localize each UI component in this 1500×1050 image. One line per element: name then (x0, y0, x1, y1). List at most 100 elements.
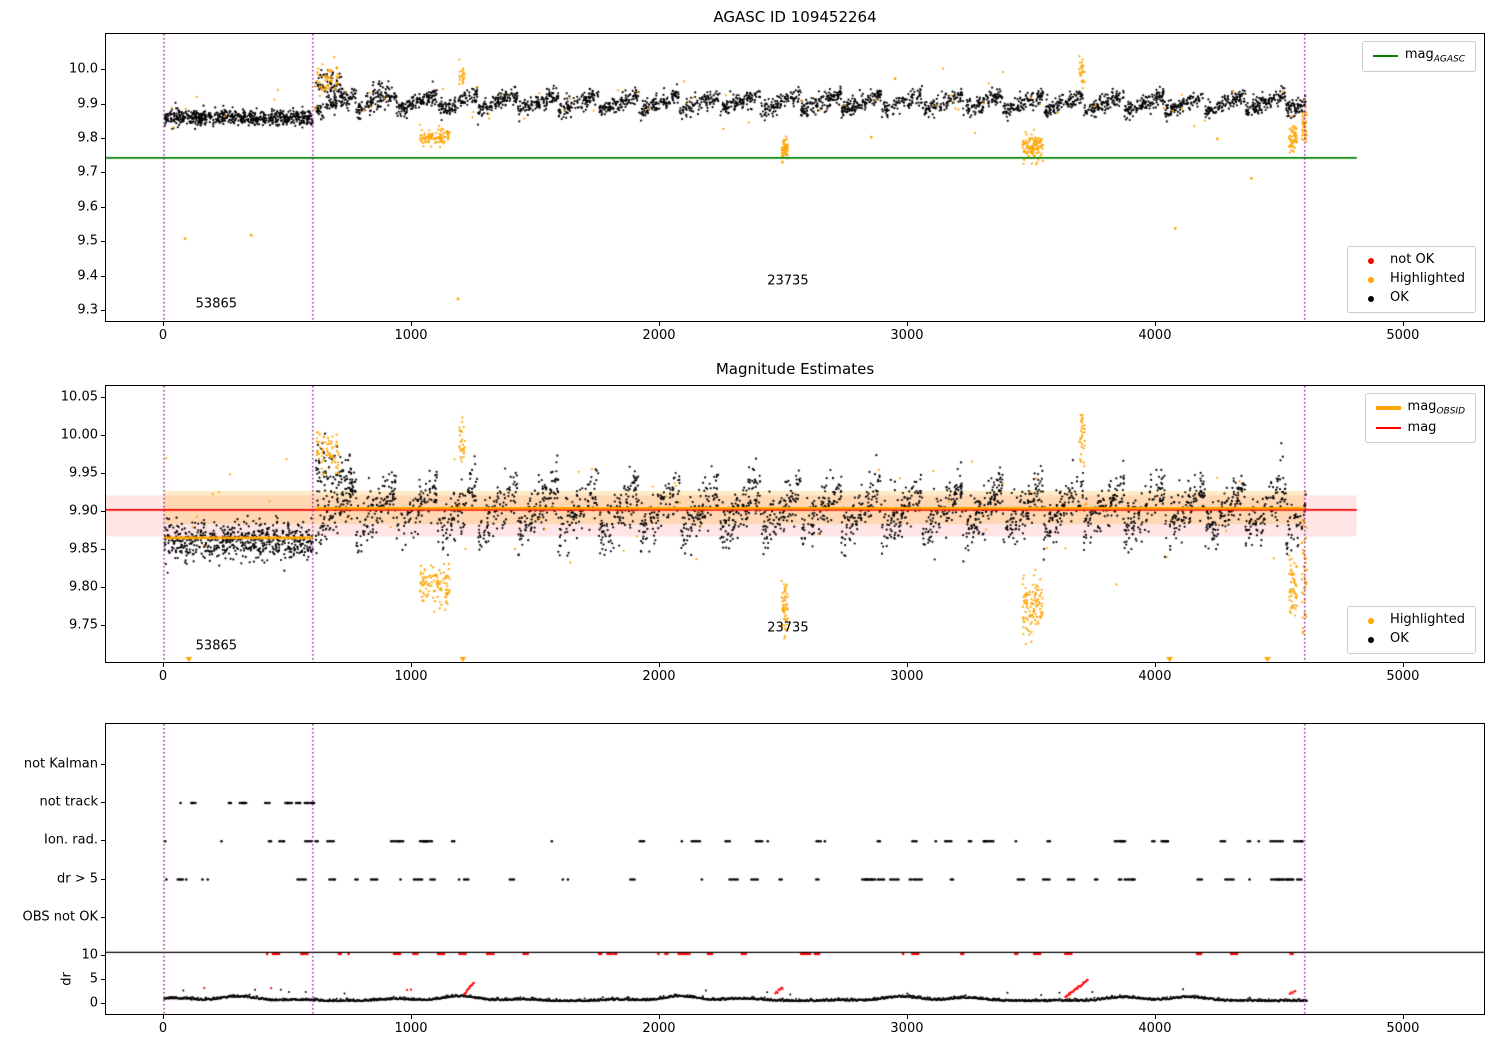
x-tickmark (163, 663, 165, 667)
x-tickmark (658, 1015, 660, 1019)
y-tick-label: 10 (81, 947, 98, 963)
y-tickmark (101, 137, 105, 139)
line-marker-icon (1372, 55, 1398, 58)
x-tickmark (163, 322, 165, 326)
legend-label: Highlighted (1390, 271, 1465, 287)
y-tick-label: 10.00 (60, 427, 98, 443)
legend-sample (1367, 276, 1374, 283)
dot-marker-icon (1358, 636, 1383, 643)
x-tickmark (658, 322, 660, 326)
x-tickmark (163, 1015, 165, 1019)
x-tick-label: 5000 (1386, 328, 1420, 343)
legend-sample (1372, 55, 1398, 58)
plot-mag-estimates-title: Magnitude Estimates (715, 360, 875, 378)
plot-mag-estimates-canvas (106, 386, 1484, 662)
legend-label: magAGASC (1404, 47, 1465, 65)
y-tick-label: 10.05 (60, 389, 98, 405)
y-tickmark (101, 435, 105, 437)
y-tickmark (101, 69, 105, 71)
y-tick-label: dr > 5 (56, 871, 98, 887)
legend-item: mag (1375, 419, 1465, 436)
y-tickmark (101, 878, 105, 880)
plot-flags-dr-canvas (106, 724, 1484, 1014)
x-tickmark (1154, 663, 1156, 667)
y-tick-label: not Kalman (23, 756, 98, 772)
y-tickmark (101, 625, 105, 627)
x-tickmark (906, 663, 908, 667)
legend-label-sub: AGASC (1433, 54, 1465, 65)
annotation: 53865 (195, 296, 238, 312)
y-tickmark (101, 1003, 105, 1005)
x-tick-label: 1000 (394, 328, 428, 343)
dot-marker-icon (1358, 617, 1383, 624)
x-tickmark (1154, 322, 1156, 326)
y-tickmark (101, 103, 105, 105)
x-tickmark (1154, 1015, 1156, 1019)
x-tick-label: 3000 (890, 669, 924, 684)
plot-mag-agasc: magAGASC not OK Highlighted OK (105, 33, 1485, 322)
x-tick-label: 4000 (1138, 669, 1172, 684)
y-tickmark (101, 397, 105, 399)
legend-label-text: mag (1407, 419, 1437, 435)
legend-label: magOBSID (1408, 399, 1465, 417)
x-tick-label: 2000 (642, 328, 676, 343)
legend-label-text: OK (1390, 631, 1409, 647)
y-tickmark (101, 916, 105, 918)
x-tickmark (411, 1015, 412, 1019)
y-tickmark (101, 309, 105, 311)
x-tickmark (906, 322, 908, 326)
x-tickmark (906, 1015, 908, 1019)
plot-mag-agasc-legend-bottom-right: not OK Highlighted OK (1347, 246, 1476, 313)
plot-mag-agasc-title: AGASC ID 109452264 (713, 8, 877, 26)
plot-mag-estimates-legend-bottom-right: Highlighted OK (1347, 606, 1476, 654)
x-tick-label: 2000 (642, 1021, 676, 1036)
plot-mag-estimates: magOBSID mag Highlighted OK (105, 385, 1485, 663)
legend-label: Highlighted (1390, 612, 1465, 628)
legend-label-text: not OK (1390, 252, 1435, 268)
y-tickmark (101, 979, 105, 981)
y-tickmark (101, 172, 105, 174)
legend-label-text: Highlighted (1390, 271, 1465, 287)
x-tick-label: 4000 (1138, 328, 1172, 343)
x-tick-label: 3000 (890, 1021, 924, 1036)
dot-marker-icon (1358, 295, 1383, 302)
legend-sample (1367, 636, 1374, 643)
x-tick-label: 2000 (642, 669, 676, 684)
line-marker-icon (1375, 406, 1401, 411)
legend-label: OK (1390, 631, 1409, 647)
legend-item: not OK (1358, 252, 1465, 268)
x-tickmark (411, 322, 412, 326)
annotation: 53865 (195, 638, 238, 654)
y-tick-label: 9.9 (77, 96, 98, 112)
x-tick-label: 0 (158, 1021, 168, 1036)
x-tick-label: 0 (158, 669, 168, 684)
legend-label-text: mag (1404, 47, 1434, 62)
plot-mag-estimates-legend-top-right: magOBSID mag (1364, 393, 1476, 443)
legend-sample (1367, 295, 1374, 302)
y-tick-label: 9.5 (77, 233, 98, 249)
legend-item: Highlighted (1358, 612, 1465, 628)
x-tickmark (1402, 1015, 1404, 1019)
y-tickmark (101, 801, 105, 803)
x-tick-label: 5000 (1386, 669, 1420, 684)
y-tick-label: 9.95 (69, 465, 98, 481)
x-tickmark (411, 663, 412, 667)
legend-label: mag (1407, 419, 1437, 436)
y-tick-label: 9.85 (69, 541, 98, 557)
line-marker-icon (1375, 427, 1401, 430)
y-tickmark (101, 955, 105, 957)
y-tick-label: 5 (89, 971, 98, 987)
y-tick-label: 9.4 (77, 268, 98, 284)
annotation: 23735 (767, 620, 809, 636)
y-tick-label: 9.3 (77, 302, 98, 318)
legend-sample (1375, 406, 1401, 411)
y-tick-label: 9.80 (69, 579, 98, 595)
y-tick-label: 9.7 (77, 164, 98, 180)
dot-marker-icon (1358, 257, 1383, 264)
x-tick-label: 3000 (890, 328, 924, 343)
y-tick-label: 10.0 (69, 61, 98, 77)
legend-label-text: OK (1390, 290, 1409, 306)
plot-mag-agasc-canvas (106, 34, 1484, 321)
legend-sample (1375, 427, 1401, 430)
